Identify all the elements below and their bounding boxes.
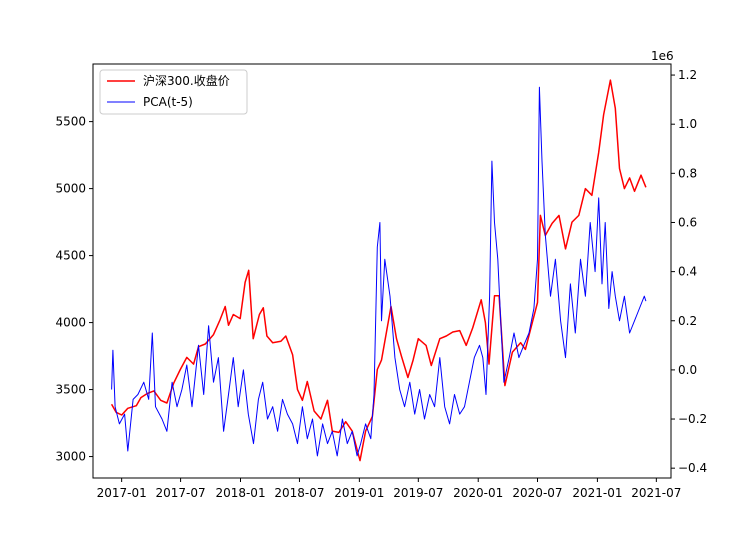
- legend-box: [99, 69, 248, 115]
- x-tick-label: 2017-07: [156, 486, 206, 500]
- y-right-tick-label: 0.2: [678, 314, 697, 328]
- y-left-tick-label: 3500: [55, 383, 86, 397]
- plot-frame: [92, 63, 672, 479]
- y-right-tick-label: −0.2: [678, 412, 707, 426]
- y-left-tick-label: 3000: [55, 450, 86, 464]
- y-left-tick-label: 5000: [55, 182, 86, 196]
- y-left-tick-label: 4500: [55, 249, 86, 263]
- x-tick-label: 2021-07: [631, 486, 681, 500]
- series-line-2: [111, 86, 647, 457]
- y-right-tick-label: 1.0: [678, 117, 697, 131]
- y-right-tick-label: 0.4: [678, 265, 697, 279]
- y-right-tick-label: 1.2: [678, 68, 697, 82]
- series-layer: [110, 79, 647, 462]
- y-right-tick-label: 0.8: [678, 166, 697, 180]
- right-axis-offset-label: 1e6: [651, 49, 674, 63]
- legend-label-1: 沪深300.收盘价: [143, 73, 230, 88]
- legend-label-2: PCA(t-5): [143, 95, 193, 109]
- y-right-tick-label: 0.6: [678, 215, 697, 229]
- x-tick-label: 2017-01: [97, 486, 147, 500]
- x-tick-label: 2018-01: [215, 486, 265, 500]
- legend: 沪深300.收盘价 PCA(t-5): [99, 69, 248, 115]
- y-right-tick-label: −0.4: [678, 461, 707, 475]
- x-tick-label: 2020-07: [512, 486, 562, 500]
- x-tick-label: 2018-07: [274, 486, 324, 500]
- series-line-1: [110, 79, 647, 462]
- y-right-tick-label: 0.0: [678, 363, 697, 377]
- y-right-axis: −0.4 −0.2 0.0 0.2 0.4 0.6 0.8 1.0 1.2: [671, 68, 707, 475]
- y-left-axis: 3000 3500 4000 4500 5000 5500: [55, 115, 93, 464]
- x-tick-label: 2021-01: [572, 486, 622, 500]
- y-left-tick-label: 5500: [55, 115, 86, 129]
- x-tick-label: 2019-01: [334, 486, 384, 500]
- x-tick-label: 2020-01: [453, 486, 503, 500]
- x-axis: 2017-01 2017-07 2018-01 2018-07 2019-01 2019-…: [97, 478, 681, 500]
- x-tick-label: 2019-07: [393, 486, 443, 500]
- y-left-tick-label: 4000: [55, 316, 86, 330]
